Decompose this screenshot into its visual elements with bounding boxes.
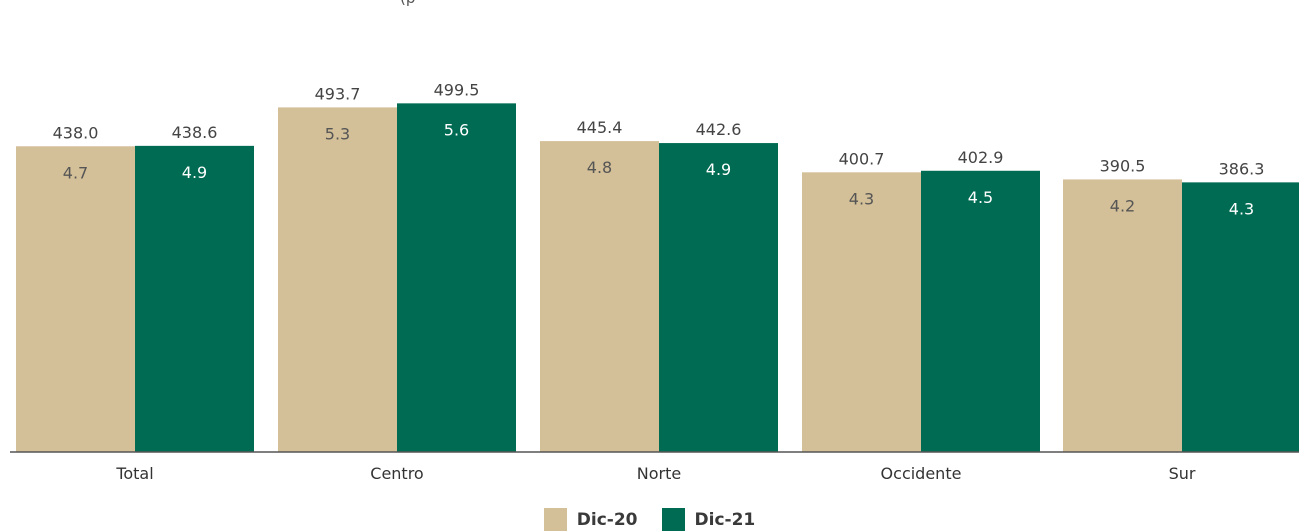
bar-norte-dic-21 xyxy=(659,143,778,453)
inner-label-occidente-dic-21: 4.5 xyxy=(968,188,993,207)
bar-centro-dic-20 xyxy=(278,107,397,452)
category-label-centro: Centro xyxy=(370,464,423,483)
inner-label-occidente-dic-20: 4.3 xyxy=(849,189,874,208)
value-label-centro-dic-21: 499.5 xyxy=(434,80,480,99)
bar-occidente-dic-20 xyxy=(802,172,921,452)
legend-swatch-dic-20 xyxy=(543,508,567,531)
inner-label-total-dic-21: 4.9 xyxy=(182,163,207,182)
bar-total-dic-20 xyxy=(16,146,135,452)
value-label-sur-dic-21: 386.3 xyxy=(1219,159,1265,178)
legend-item-dic-20: Dic-20 xyxy=(543,508,638,531)
value-label-total-dic-21: 438.6 xyxy=(172,123,218,142)
bar-total-dic-21 xyxy=(135,145,254,453)
inner-label-total-dic-20: 4.7 xyxy=(63,163,88,182)
value-label-occidente-dic-21: 402.9 xyxy=(958,148,1004,167)
chart-legend: Dic-20 Dic-21 xyxy=(0,508,1299,531)
inner-label-sur-dic-20: 4.2 xyxy=(1110,196,1135,215)
value-label-sur-dic-20: 390.5 xyxy=(1100,156,1146,175)
category-label-norte: Norte xyxy=(637,464,681,483)
bar-sur-dic-20 xyxy=(1063,179,1182,452)
category-label-total: Total xyxy=(115,464,153,483)
bar-sur-dic-21 xyxy=(1182,182,1299,452)
legend-label-dic-21: Dic-21 xyxy=(694,509,756,530)
value-label-total-dic-20: 438.0 xyxy=(53,123,99,142)
inner-label-norte-dic-21: 4.9 xyxy=(706,160,731,179)
inner-label-centro-dic-20: 5.3 xyxy=(325,124,350,143)
inner-label-centro-dic-21: 5.6 xyxy=(444,120,469,139)
legend-label-dic-20: Dic-20 xyxy=(576,509,638,530)
value-label-centro-dic-20: 493.7 xyxy=(315,84,361,103)
value-label-occidente-dic-20: 400.7 xyxy=(839,149,885,168)
value-label-norte-dic-21: 442.6 xyxy=(696,120,742,139)
bar-occidente-dic-21 xyxy=(921,170,1040,452)
bar-norte-dic-20 xyxy=(540,141,659,453)
category-label-occidente: Occidente xyxy=(881,464,962,483)
value-label-norte-dic-20: 445.4 xyxy=(577,118,623,137)
category-label-sur: Sur xyxy=(1169,464,1196,483)
bar-chart: (p 438.0 4.7 438.6 4.9 Total 493.7 5.3 499.5 5.6… xyxy=(10,0,1299,483)
chart-subtitle: (p xyxy=(400,0,415,7)
legend-swatch-dic-21 xyxy=(661,508,685,531)
bar-centro-dic-21 xyxy=(397,103,516,452)
inner-label-norte-dic-20: 4.8 xyxy=(587,158,612,177)
inner-label-sur-dic-21: 4.3 xyxy=(1229,199,1254,218)
legend-item-dic-21: Dic-21 xyxy=(661,508,756,531)
